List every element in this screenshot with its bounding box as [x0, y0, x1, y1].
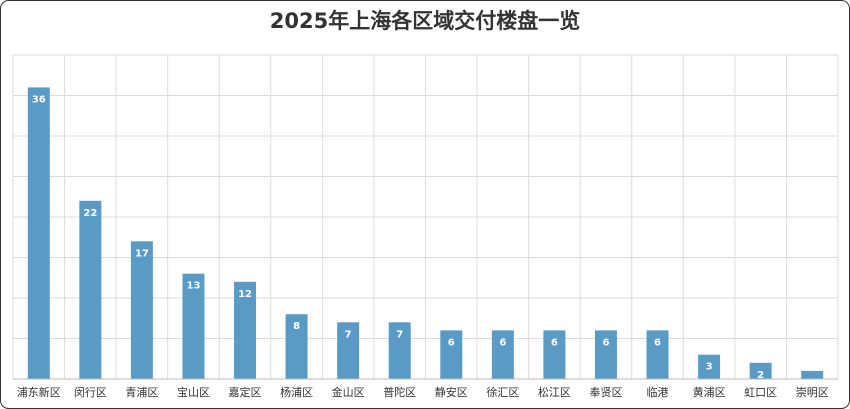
bar [749, 362, 772, 379]
bar [698, 354, 721, 379]
bar [337, 322, 360, 379]
chart-title: 2025年上海各区域交付楼盘一览 [270, 9, 580, 33]
x-tick-label: 金山区 [332, 385, 365, 399]
value-label: 6 [602, 337, 609, 348]
x-tick-label: 松江区 [538, 385, 571, 399]
bar [543, 330, 566, 379]
x-tick-label: 虹口区 [744, 386, 777, 399]
x-tick-label: 徐汇区 [486, 385, 519, 399]
bar [801, 370, 824, 379]
value-label: 8 [293, 321, 300, 332]
x-tick-label: 崇明区 [796, 386, 829, 399]
value-label: 3 [706, 362, 713, 373]
x-tick-label: 静安区 [435, 385, 468, 399]
bar [234, 281, 257, 379]
value-label: 6 [499, 337, 506, 348]
value-label: 22 [83, 208, 97, 219]
bar [594, 330, 617, 379]
value-label: 36 [32, 94, 46, 105]
bar [491, 330, 514, 379]
bar [79, 200, 102, 379]
x-tick-label: 杨浦区 [280, 385, 313, 399]
value-label: 17 [135, 248, 149, 259]
value-label: 2 [757, 370, 764, 381]
bar [182, 273, 205, 379]
x-tick-label: 奉贤区 [589, 385, 622, 399]
value-label: 7 [345, 329, 352, 340]
value-label: 7 [396, 329, 403, 340]
bar [388, 322, 411, 379]
bar [440, 330, 463, 379]
x-tick-label: 青浦区 [125, 386, 158, 399]
bar [646, 330, 669, 379]
x-tick-label: 嘉定区 [229, 385, 262, 399]
value-label: 6 [551, 337, 558, 348]
x-tick-label: 普陀区 [383, 385, 416, 399]
x-tick-label: 浦东新区 [17, 385, 61, 399]
x-tick-label: 临港 [647, 385, 669, 399]
value-label: 6 [448, 337, 455, 348]
bar [285, 314, 308, 379]
value-label: 6 [654, 337, 661, 348]
x-tick-label: 宝山区 [177, 385, 210, 399]
value-label: 12 [238, 289, 252, 300]
bar [130, 241, 153, 379]
x-tick-label: 黄浦区 [693, 385, 726, 399]
bar [27, 87, 50, 380]
x-tick-label: 闵行区 [74, 385, 107, 399]
value-label: 13 [187, 281, 201, 292]
